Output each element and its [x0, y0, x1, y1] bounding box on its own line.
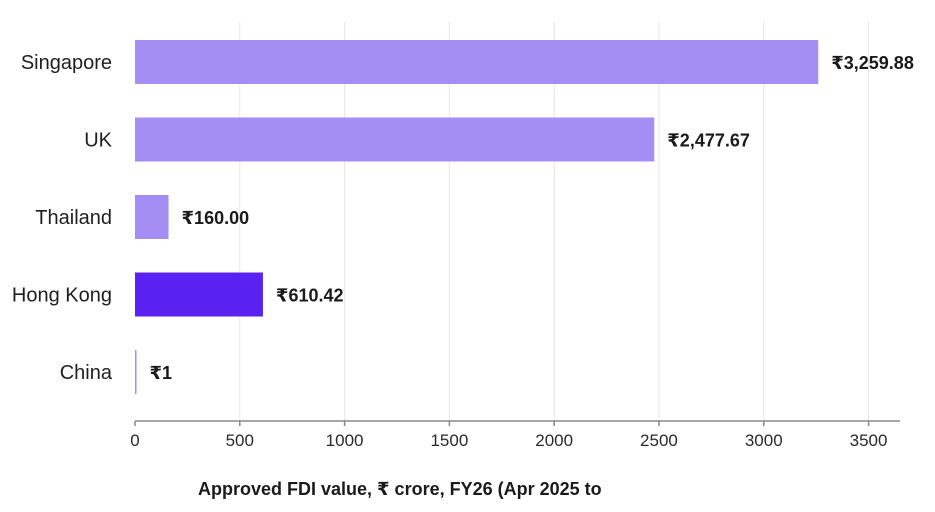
category-labels: Singapore UK Thailand Hong Kong China: [12, 52, 113, 384]
value-label-thailand: ₹160.00: [182, 208, 250, 228]
bar-singapore: [135, 40, 819, 84]
value-labels: ₹3,259.88 ₹2,477.67 ₹160.00 ₹610.42 ₹1: [150, 53, 914, 383]
bar-hong-kong: [135, 272, 263, 317]
value-label-uk: ₹2,477.67: [667, 131, 750, 151]
x-axis-title: Approved FDI value, ₹ crore, FY26 (Apr 2…: [198, 479, 602, 499]
category-label-hong-kong: Hong Kong: [12, 285, 112, 307]
x-tick-label-1000: 1000: [326, 431, 364, 450]
category-label-china: China: [60, 362, 113, 384]
x-tick-label-0: 0: [130, 431, 139, 450]
x-tick-label-500: 500: [226, 431, 254, 450]
category-label-thailand: Thailand: [35, 207, 112, 229]
x-tick-label-3000: 3000: [745, 431, 783, 450]
bar-thailand: [135, 195, 169, 239]
category-label-uk: UK: [84, 130, 112, 152]
x-tick-label-3500: 3500: [850, 431, 888, 450]
value-label-hong-kong: ₹610.42: [276, 286, 344, 306]
bar-china: [135, 350, 137, 394]
category-label-singapore: Singapore: [21, 52, 112, 74]
bar-uk: [135, 117, 655, 162]
x-tick-label-2500: 2500: [640, 431, 678, 450]
value-label-china: ₹1: [150, 363, 173, 383]
bars: [135, 40, 819, 394]
x-tick-labels: 0 500 1000 1500 2000 2500 3000 3500: [130, 421, 887, 450]
x-tick-label-1500: 1500: [430, 431, 468, 450]
x-tick-label-2000: 2000: [535, 431, 573, 450]
value-label-singapore: ₹3,259.88: [831, 53, 914, 73]
grid-lines: [239, 22, 870, 421]
